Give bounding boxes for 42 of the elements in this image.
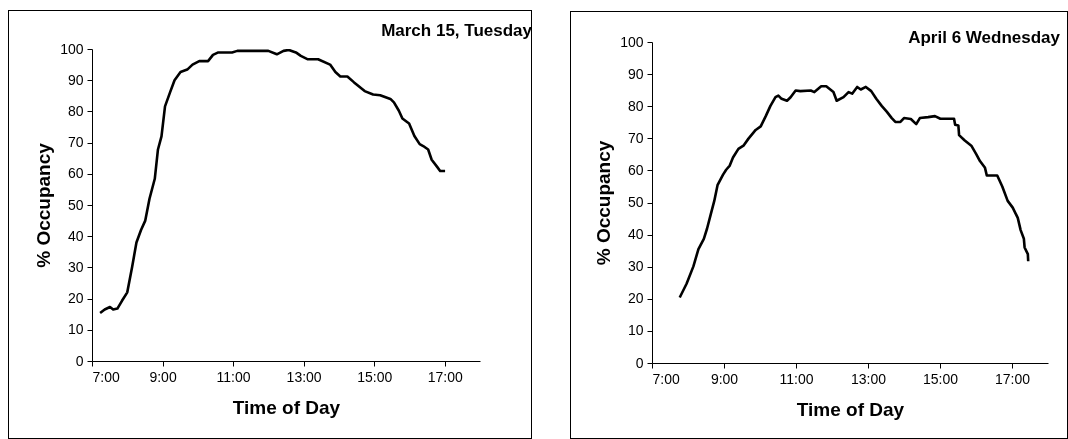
x-axis-title: Time of Day [232,396,341,418]
line-series [678,85,1030,299]
y-tick-label: 20 [627,290,644,307]
y-tick-label: 30 [67,258,84,275]
y-tick-label: 70 [67,134,84,151]
y-tick-label: 100 [60,40,84,57]
y-tick-label: 20 [67,290,84,307]
y-axis-title: % Occupancy [33,142,55,268]
y-tick-label: 10 [67,321,84,338]
y-tick-label: 50 [627,194,644,210]
x-tick-label: 17:00 [427,368,463,385]
y-tick-label: 80 [627,97,644,114]
x-tick-label: 7:00 [652,370,680,387]
chart-title: April 6 Wednesday [908,28,1061,47]
x-tick-label: 13:00 [850,370,887,387]
y-tick-label: 0 [635,354,644,371]
y-tick-label: 90 [67,71,84,88]
y-tick-label: 70 [627,129,644,146]
y-axis-title: % Occupancy [593,140,615,266]
y-tick-label: 0 [75,352,84,369]
chart-title: March 15, Tuesday [381,21,533,40]
x-tick-label: 15:00 [357,368,393,385]
y-tick-label: 60 [627,161,644,178]
y-tick-label: 60 [67,165,84,182]
y-tick-label: 90 [627,65,644,82]
y-tick-label: 100 [620,33,644,50]
y-tick-label: 30 [627,258,644,275]
y-tick-label: 40 [67,227,84,244]
y-tick-label: 10 [627,322,644,339]
x-axis-title: Time of Day [796,398,905,420]
x-tick-label: 13:00 [286,368,322,385]
x-tick-label: 11:00 [779,370,814,387]
y-tick-label: 50 [67,196,84,213]
x-tick-label: 9:00 [710,370,739,387]
x-tick-label: 17:00 [994,370,1031,387]
x-tick-label: 11:00 [216,368,251,385]
x-tick-label: 15:00 [922,370,959,387]
y-tick-label: 80 [67,102,84,119]
y-tick-label: 40 [627,226,644,243]
x-tick-label: 9:00 [149,368,177,385]
line-series [98,49,447,315]
x-tick-label: 7:00 [92,368,120,385]
